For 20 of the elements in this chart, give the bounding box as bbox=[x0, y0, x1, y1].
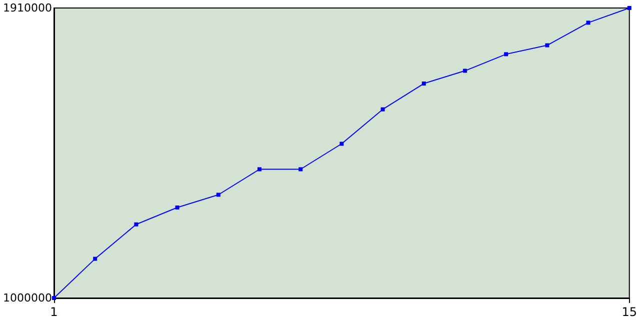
point bbox=[380, 107, 385, 112]
point bbox=[586, 20, 590, 25]
point bbox=[422, 82, 426, 86]
y-tick-label: 1910000 bbox=[2, 2, 52, 14]
line-series bbox=[52, 6, 632, 300]
point bbox=[257, 167, 262, 172]
x-tick-label: 15 bbox=[622, 305, 638, 319]
point bbox=[175, 205, 180, 210]
point bbox=[340, 142, 344, 146]
point bbox=[545, 43, 550, 48]
point bbox=[134, 222, 138, 226]
point bbox=[462, 68, 467, 73]
point bbox=[216, 192, 220, 197]
point bbox=[298, 167, 303, 172]
point bbox=[627, 6, 632, 10]
point bbox=[93, 256, 98, 261]
y-tick-label: 1000000 bbox=[2, 292, 52, 304]
point bbox=[52, 296, 56, 300]
point bbox=[504, 52, 508, 56]
x-tick-label: 1 bbox=[50, 305, 58, 319]
